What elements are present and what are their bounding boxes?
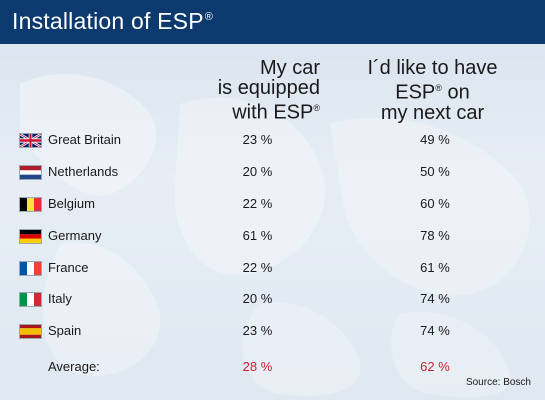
next-car-value: 50 % xyxy=(420,164,450,179)
country-label: Spain xyxy=(48,323,82,338)
source-note: Source: Bosch xyxy=(465,377,531,388)
header-bar: Installation of ESP® xyxy=(0,0,545,44)
chart-title: Installation of ESP® xyxy=(12,8,214,34)
equipped-value: 22 % xyxy=(242,260,273,275)
country-label: Netherlands xyxy=(48,164,119,179)
equipped-value: 22 % xyxy=(242,196,273,211)
average-label: Average: xyxy=(48,359,100,374)
next-car-value: 78 % xyxy=(420,228,450,243)
germany-flag-icon xyxy=(19,229,42,244)
equipped-value: 23 % xyxy=(242,323,273,338)
equipped-value: 23 % xyxy=(242,132,273,147)
equipped-value: 20 % xyxy=(242,291,273,306)
next-car-value: 61 % xyxy=(420,260,450,275)
country-label: Germany xyxy=(48,228,102,243)
country-label: Great Britain xyxy=(48,132,121,147)
country-label: Belgium xyxy=(48,196,95,211)
next-car-value: 74 % xyxy=(420,291,450,306)
average-next-car-value: 62 % xyxy=(420,359,450,374)
table-row: France 22 % 61 % xyxy=(0,256,545,280)
netherlands-flag-icon xyxy=(19,165,42,180)
country-label: Italy xyxy=(48,291,72,306)
equipped-value: 61 % xyxy=(242,228,273,243)
column-header-next-car: I´d like to have ESP® on my next car xyxy=(367,57,498,124)
table-row: Italy 20 % 74 % xyxy=(0,287,545,311)
spain-flag-icon xyxy=(19,324,42,339)
next-car-value: 74 % xyxy=(420,323,450,338)
table-row: Belgium 22 % 60 % xyxy=(0,192,545,216)
europe-map-background xyxy=(20,74,530,398)
average-equipped-value: 28 % xyxy=(242,359,273,374)
table-row: Great Britain 23 % 49 % xyxy=(0,128,545,152)
equipped-value: 20 % xyxy=(242,164,273,179)
uk-flag-icon xyxy=(19,133,42,148)
france-flag-icon xyxy=(19,261,42,276)
table-row: Spain 23 % 74 % xyxy=(0,319,545,343)
column-header-equipped: My car is equipped with ESP® xyxy=(217,57,320,124)
country-label: France xyxy=(48,260,89,275)
table-row: Netherlands 20 % 50 % xyxy=(0,160,545,184)
next-car-value: 49 % xyxy=(420,132,450,147)
italy-flag-icon xyxy=(19,292,42,307)
table-row: Germany 61 % 78 % xyxy=(0,224,545,248)
average-row: Average: 28 % 62 % xyxy=(0,355,545,379)
belgium-flag-icon xyxy=(19,197,42,212)
next-car-value: 60 % xyxy=(420,196,450,211)
